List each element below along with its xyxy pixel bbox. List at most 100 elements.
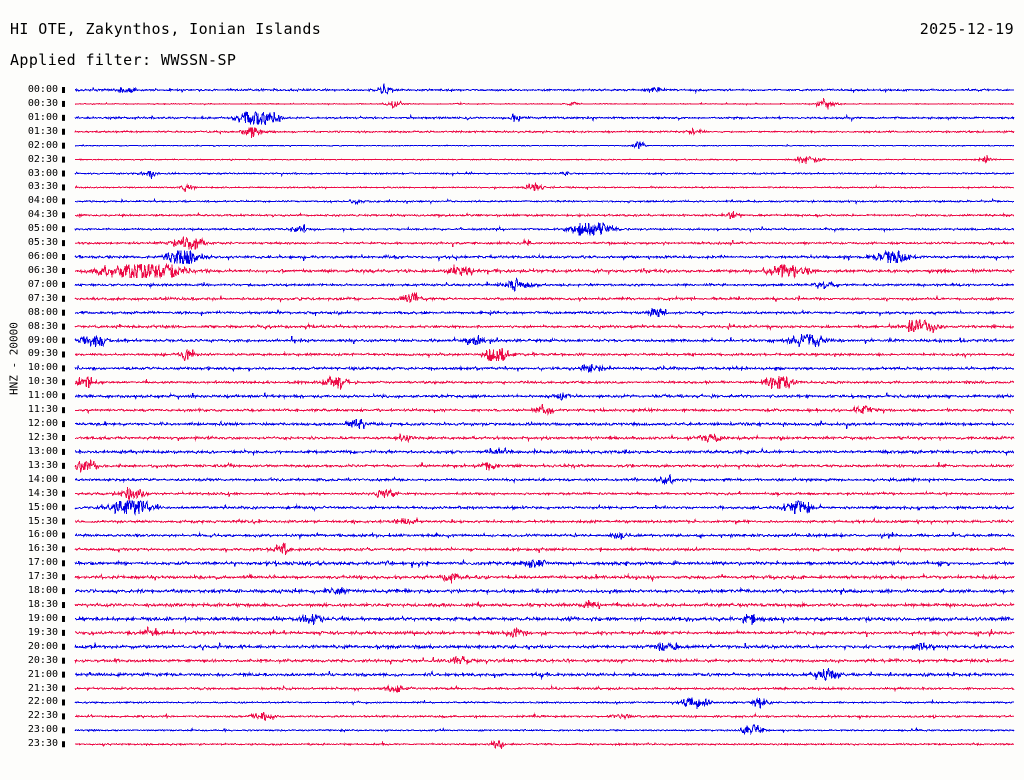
row-tick	[62, 699, 65, 706]
row-time-label: 21:30	[27, 682, 58, 694]
seismic-trace	[74, 739, 1015, 749]
row-tick	[62, 588, 65, 595]
row-tick	[62, 393, 65, 400]
row-tick	[62, 267, 65, 274]
row-tick	[62, 657, 65, 664]
row-tick	[62, 337, 65, 344]
seismic-trace	[74, 683, 1015, 694]
seismic-trace	[74, 711, 1015, 721]
row-tick	[62, 365, 65, 372]
row-time-label: 15:00	[27, 501, 58, 513]
row-time-label: 13:30	[27, 459, 58, 471]
row-time-label: 13:00	[27, 445, 58, 457]
seismic-trace	[74, 459, 1015, 473]
row-tick	[62, 421, 65, 428]
row-time-label: 17:00	[27, 557, 58, 569]
row-time-label: 11:30	[27, 404, 58, 416]
row-tick	[62, 685, 65, 692]
seismic-trace	[74, 614, 1015, 625]
row-tick	[62, 643, 65, 650]
row-time-label: 20:00	[27, 640, 58, 652]
seismic-trace	[74, 250, 1015, 265]
seismic-trace	[74, 642, 1015, 652]
row-tick	[62, 435, 65, 441]
seismic-trace	[74, 499, 1015, 516]
seismic-trace	[74, 141, 1015, 149]
row-time-label: 00:00	[27, 84, 58, 95]
row-time-label: 01:00	[27, 111, 58, 123]
row-tick	[62, 323, 65, 330]
seismic-trace	[74, 276, 1015, 292]
seismic-trace	[74, 236, 1015, 250]
row-tick	[62, 309, 65, 316]
row-tick	[62, 87, 65, 93]
seismic-trace	[74, 433, 1015, 444]
row-tick	[62, 226, 65, 233]
row-time-label: 12:30	[27, 432, 58, 443]
seismic-trace	[74, 655, 1015, 666]
seismic-trace	[74, 126, 1015, 139]
seismic-trace	[74, 558, 1015, 569]
row-tick	[62, 240, 65, 247]
row-tick	[62, 713, 65, 720]
row-time-label: 02:00	[27, 139, 58, 151]
seismic-trace	[74, 447, 1015, 457]
row-time-label: 01:30	[27, 125, 58, 137]
row-tick	[62, 100, 65, 107]
seismic-trace	[74, 98, 1015, 110]
row-time-label: 08:00	[27, 306, 58, 318]
row-time-label: 20:30	[27, 654, 58, 666]
row-time-label: 23:00	[27, 724, 58, 736]
row-tick	[62, 407, 65, 414]
row-tick	[62, 476, 65, 483]
seismic-trace	[74, 668, 1015, 682]
row-tick	[62, 212, 65, 219]
row-tick	[62, 602, 65, 609]
seismic-trace	[74, 517, 1015, 526]
row-time-label: 03:00	[27, 167, 58, 179]
seismic-trace	[74, 531, 1015, 540]
row-tick	[62, 727, 65, 734]
seismic-trace	[74, 586, 1015, 596]
row-time-label: 07:30	[27, 292, 58, 304]
seismic-trace	[74, 318, 1015, 333]
row-time-label: 09:00	[27, 334, 58, 346]
row-time-label: 04:30	[27, 209, 58, 221]
row-tick	[62, 114, 65, 121]
row-time-label: 09:30	[27, 348, 58, 360]
row-time-label: 07:00	[27, 278, 58, 290]
seismic-trace	[74, 418, 1015, 430]
seismic-trace	[74, 197, 1015, 206]
row-time-label: 03:30	[27, 181, 58, 193]
seismic-trace	[74, 542, 1015, 556]
row-time-label: 11:00	[27, 390, 58, 402]
row-time-label: 18:00	[27, 585, 58, 597]
row-tick	[62, 351, 65, 358]
row-tick	[62, 254, 65, 261]
row-time-label: 08:30	[27, 320, 58, 332]
row-time-label: 05:00	[27, 223, 58, 235]
row-time-label: 19:00	[27, 612, 58, 624]
row-time-label: 12:00	[27, 418, 58, 430]
seismic-trace	[74, 487, 1015, 502]
row-tick	[62, 629, 65, 636]
row-tick	[62, 504, 65, 511]
seismic-trace	[74, 626, 1015, 639]
row-time-label: 15:30	[27, 515, 58, 527]
seismic-trace	[75, 211, 1015, 220]
seismic-trace	[74, 724, 1015, 736]
row-time-label: 10:00	[27, 362, 58, 374]
row-time-label: 06:00	[27, 251, 58, 263]
seismic-trace	[74, 348, 1015, 362]
row-time-label: 00:30	[27, 97, 58, 109]
row-tick	[62, 518, 65, 525]
row-tick	[62, 170, 65, 177]
seismic-trace	[74, 392, 1015, 401]
seismic-trace	[74, 572, 1015, 584]
row-time-label: 06:30	[27, 264, 58, 276]
row-tick	[62, 156, 65, 163]
seismic-trace	[74, 262, 1015, 280]
row-tick	[62, 490, 65, 497]
row-tick	[62, 560, 65, 567]
row-time-label: 14:30	[27, 487, 58, 499]
